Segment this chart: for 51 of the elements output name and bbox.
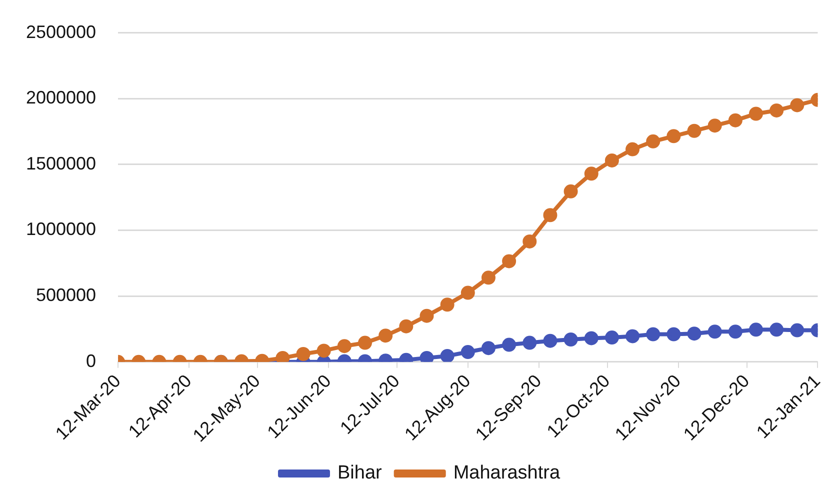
point <box>728 324 742 339</box>
point <box>522 336 537 350</box>
point <box>748 106 763 121</box>
point <box>378 328 393 343</box>
point <box>584 331 598 346</box>
point <box>296 346 310 361</box>
y-tick-label: 1500000 <box>26 153 96 174</box>
point <box>460 345 475 360</box>
point <box>687 124 702 138</box>
point <box>770 103 784 118</box>
point <box>481 341 496 356</box>
point <box>440 348 454 362</box>
point <box>790 98 804 112</box>
point <box>770 322 784 337</box>
point <box>543 334 558 348</box>
point <box>440 298 454 312</box>
y-tick-label: 2500000 <box>26 22 96 42</box>
y-tick-label: 2000000 <box>26 88 96 108</box>
point <box>626 329 640 344</box>
point <box>564 184 578 198</box>
point <box>748 322 763 337</box>
point <box>626 142 640 156</box>
point <box>666 327 681 342</box>
legend-label: Bihar <box>337 462 383 484</box>
point <box>564 332 578 347</box>
point <box>316 344 331 358</box>
point <box>399 319 414 334</box>
y-tick-label: 0 <box>86 350 96 371</box>
point <box>666 129 681 144</box>
point <box>502 338 516 352</box>
point <box>790 323 804 338</box>
point <box>646 327 660 342</box>
point <box>460 286 475 300</box>
point <box>708 324 722 339</box>
point <box>358 336 372 350</box>
point <box>420 308 434 323</box>
y-tick-label: 1000000 <box>26 219 96 240</box>
point <box>522 234 537 248</box>
point <box>337 339 352 354</box>
point <box>604 330 619 345</box>
point <box>584 166 598 181</box>
point <box>481 270 496 285</box>
point <box>728 113 742 128</box>
point <box>646 134 660 148</box>
point <box>502 254 516 268</box>
point <box>708 118 722 133</box>
legend-label: Maharashtra <box>453 462 560 484</box>
y-tick-label: 500000 <box>36 285 96 306</box>
point <box>604 153 619 168</box>
point <box>687 326 702 341</box>
point <box>543 208 558 222</box>
